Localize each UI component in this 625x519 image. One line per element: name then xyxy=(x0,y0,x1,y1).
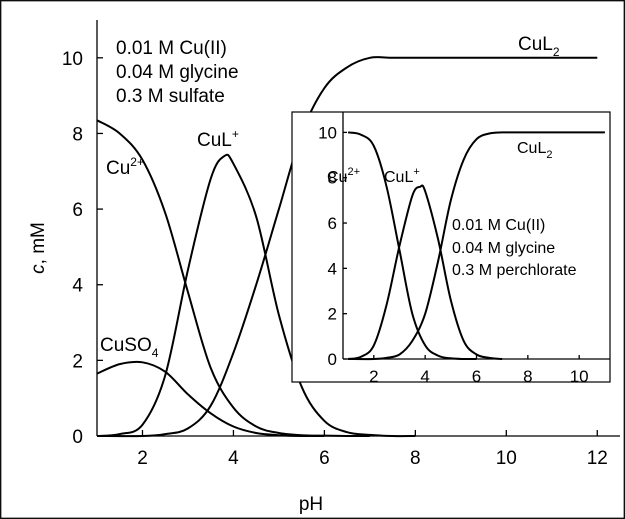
inset-x-ticks: 2 4 6 8 10 xyxy=(369,355,589,386)
inset-label-cul2: CuL2 xyxy=(517,140,552,161)
main-condition-line: 0.01 M Cu(II) xyxy=(116,38,227,59)
main-conditions: 0.01 M Cu(II) 0.04 M glycine 0.3 M sulfa… xyxy=(116,38,239,107)
main-label-cu2: Cu2+ xyxy=(106,155,144,179)
main-x-tick-label: 6 xyxy=(319,448,330,469)
main-curve-2 xyxy=(96,153,416,438)
main-label-cul: CuL+ xyxy=(197,127,239,151)
inset-background xyxy=(291,111,611,383)
inset-plot: 2 4 6 8 10 0 2 4 6 8 10 0.01 M Cu(II) 0.04 M glyc… xyxy=(291,111,611,386)
main-y-tick-label: 8 xyxy=(72,124,83,145)
inset-y-tick-label: 10 xyxy=(318,123,337,142)
inset-y-tick-label: 0 xyxy=(328,350,337,369)
inset-condition-line: 0.04 M glycine xyxy=(452,240,555,257)
inset-x-tick-label: 10 xyxy=(570,367,589,386)
inset-y-ticks: 0 2 4 6 8 10 xyxy=(318,123,347,369)
inset-y-tick-label: 4 xyxy=(328,259,337,278)
inset-curve-1 xyxy=(347,184,503,360)
inset-condition-line: 0.3 M perchlorate xyxy=(452,262,577,279)
main-condition-line: 0.3 M sulfate xyxy=(116,86,225,107)
x-axis-label: pH xyxy=(299,494,323,515)
main-condition-line: 0.04 M glycine xyxy=(116,62,239,83)
main-plot: 2 4 6 8 10 12 0 2 4 6 8 10 pH c, mM 0.01 M Cu(II) … xyxy=(28,20,620,515)
main-x-tick-label: 2 xyxy=(137,448,148,469)
main-y-ticks: 0 2 4 6 8 10 xyxy=(62,49,103,448)
inset-y-tick-label: 2 xyxy=(328,305,337,324)
inset-y-tick-label: 6 xyxy=(328,214,337,233)
y-axis-label: c, mM xyxy=(28,222,49,274)
main-x-ticks: 2 4 6 8 10 12 xyxy=(137,430,608,469)
inset-x-tick-label: 6 xyxy=(472,367,481,386)
main-y-tick-label: 6 xyxy=(72,200,83,221)
main-label-cul2: CuL2 xyxy=(518,34,560,59)
main-label-cuso4: CuSO4 xyxy=(100,335,159,360)
main-x-tick-label: 10 xyxy=(496,448,517,469)
inset-label-cul: CuL+ xyxy=(384,166,420,186)
main-y-tick-label: 2 xyxy=(72,351,83,372)
main-curve-1 xyxy=(96,360,325,438)
main-x-tick-label: 8 xyxy=(410,448,421,469)
inset-x-tick-label: 4 xyxy=(420,367,429,386)
inset-condition-line: 0.01 M Cu(II) xyxy=(452,217,545,234)
inset-label-cu2: Cu2+ xyxy=(327,166,360,186)
main-y-tick-label: 10 xyxy=(62,49,83,70)
inset-curve-2 xyxy=(348,131,605,361)
main-y-tick-label: 0 xyxy=(72,427,83,448)
main-x-tick-label: 4 xyxy=(228,448,239,469)
inset-conditions: 0.01 M Cu(II) 0.04 M glycine 0.3 M perch… xyxy=(452,217,577,279)
main-y-tick-label: 4 xyxy=(72,276,83,297)
inset-x-tick-label: 2 xyxy=(369,367,378,386)
inset-y-tick-label: 8 xyxy=(328,169,337,188)
inset-x-tick-label: 8 xyxy=(523,367,532,386)
main-x-tick-label: 12 xyxy=(587,448,608,469)
